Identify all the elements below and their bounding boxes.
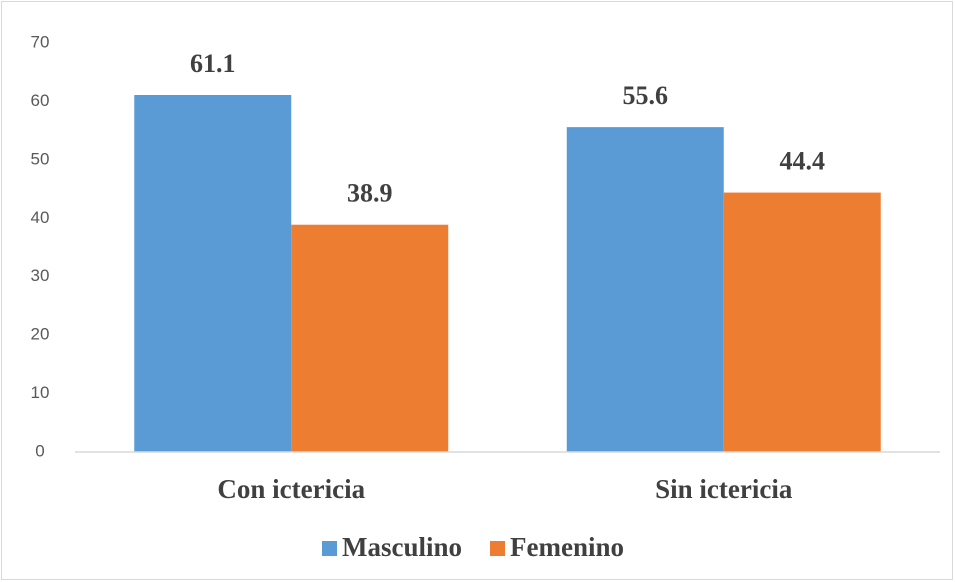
y-tick-label: 20 bbox=[31, 325, 50, 344]
data-label: 38.9 bbox=[347, 179, 393, 208]
bar bbox=[291, 224, 449, 452]
y-tick-label: 60 bbox=[31, 91, 50, 110]
y-tick-label: 70 bbox=[31, 32, 50, 51]
y-tick-label: 0 bbox=[35, 441, 44, 460]
y-tick-label: 30 bbox=[31, 266, 50, 285]
y-tick-label: 10 bbox=[31, 383, 50, 402]
x-tick-label: Con ictericia bbox=[217, 474, 365, 504]
legend-swatch bbox=[490, 541, 506, 556]
x-tick-label: Sin ictericia bbox=[655, 474, 793, 504]
data-label: 44.4 bbox=[780, 147, 826, 176]
data-label: 61.1 bbox=[190, 49, 236, 78]
y-tick-label: 50 bbox=[31, 149, 50, 168]
legend-swatch bbox=[322, 541, 337, 556]
data-label: 55.6 bbox=[623, 81, 669, 110]
bar bbox=[566, 127, 724, 452]
bar bbox=[723, 192, 881, 452]
legend-label: Masculino bbox=[342, 532, 462, 562]
bar bbox=[134, 95, 292, 452]
legend-label: Femenino bbox=[510, 532, 624, 562]
y-tick-label: 40 bbox=[31, 208, 50, 227]
